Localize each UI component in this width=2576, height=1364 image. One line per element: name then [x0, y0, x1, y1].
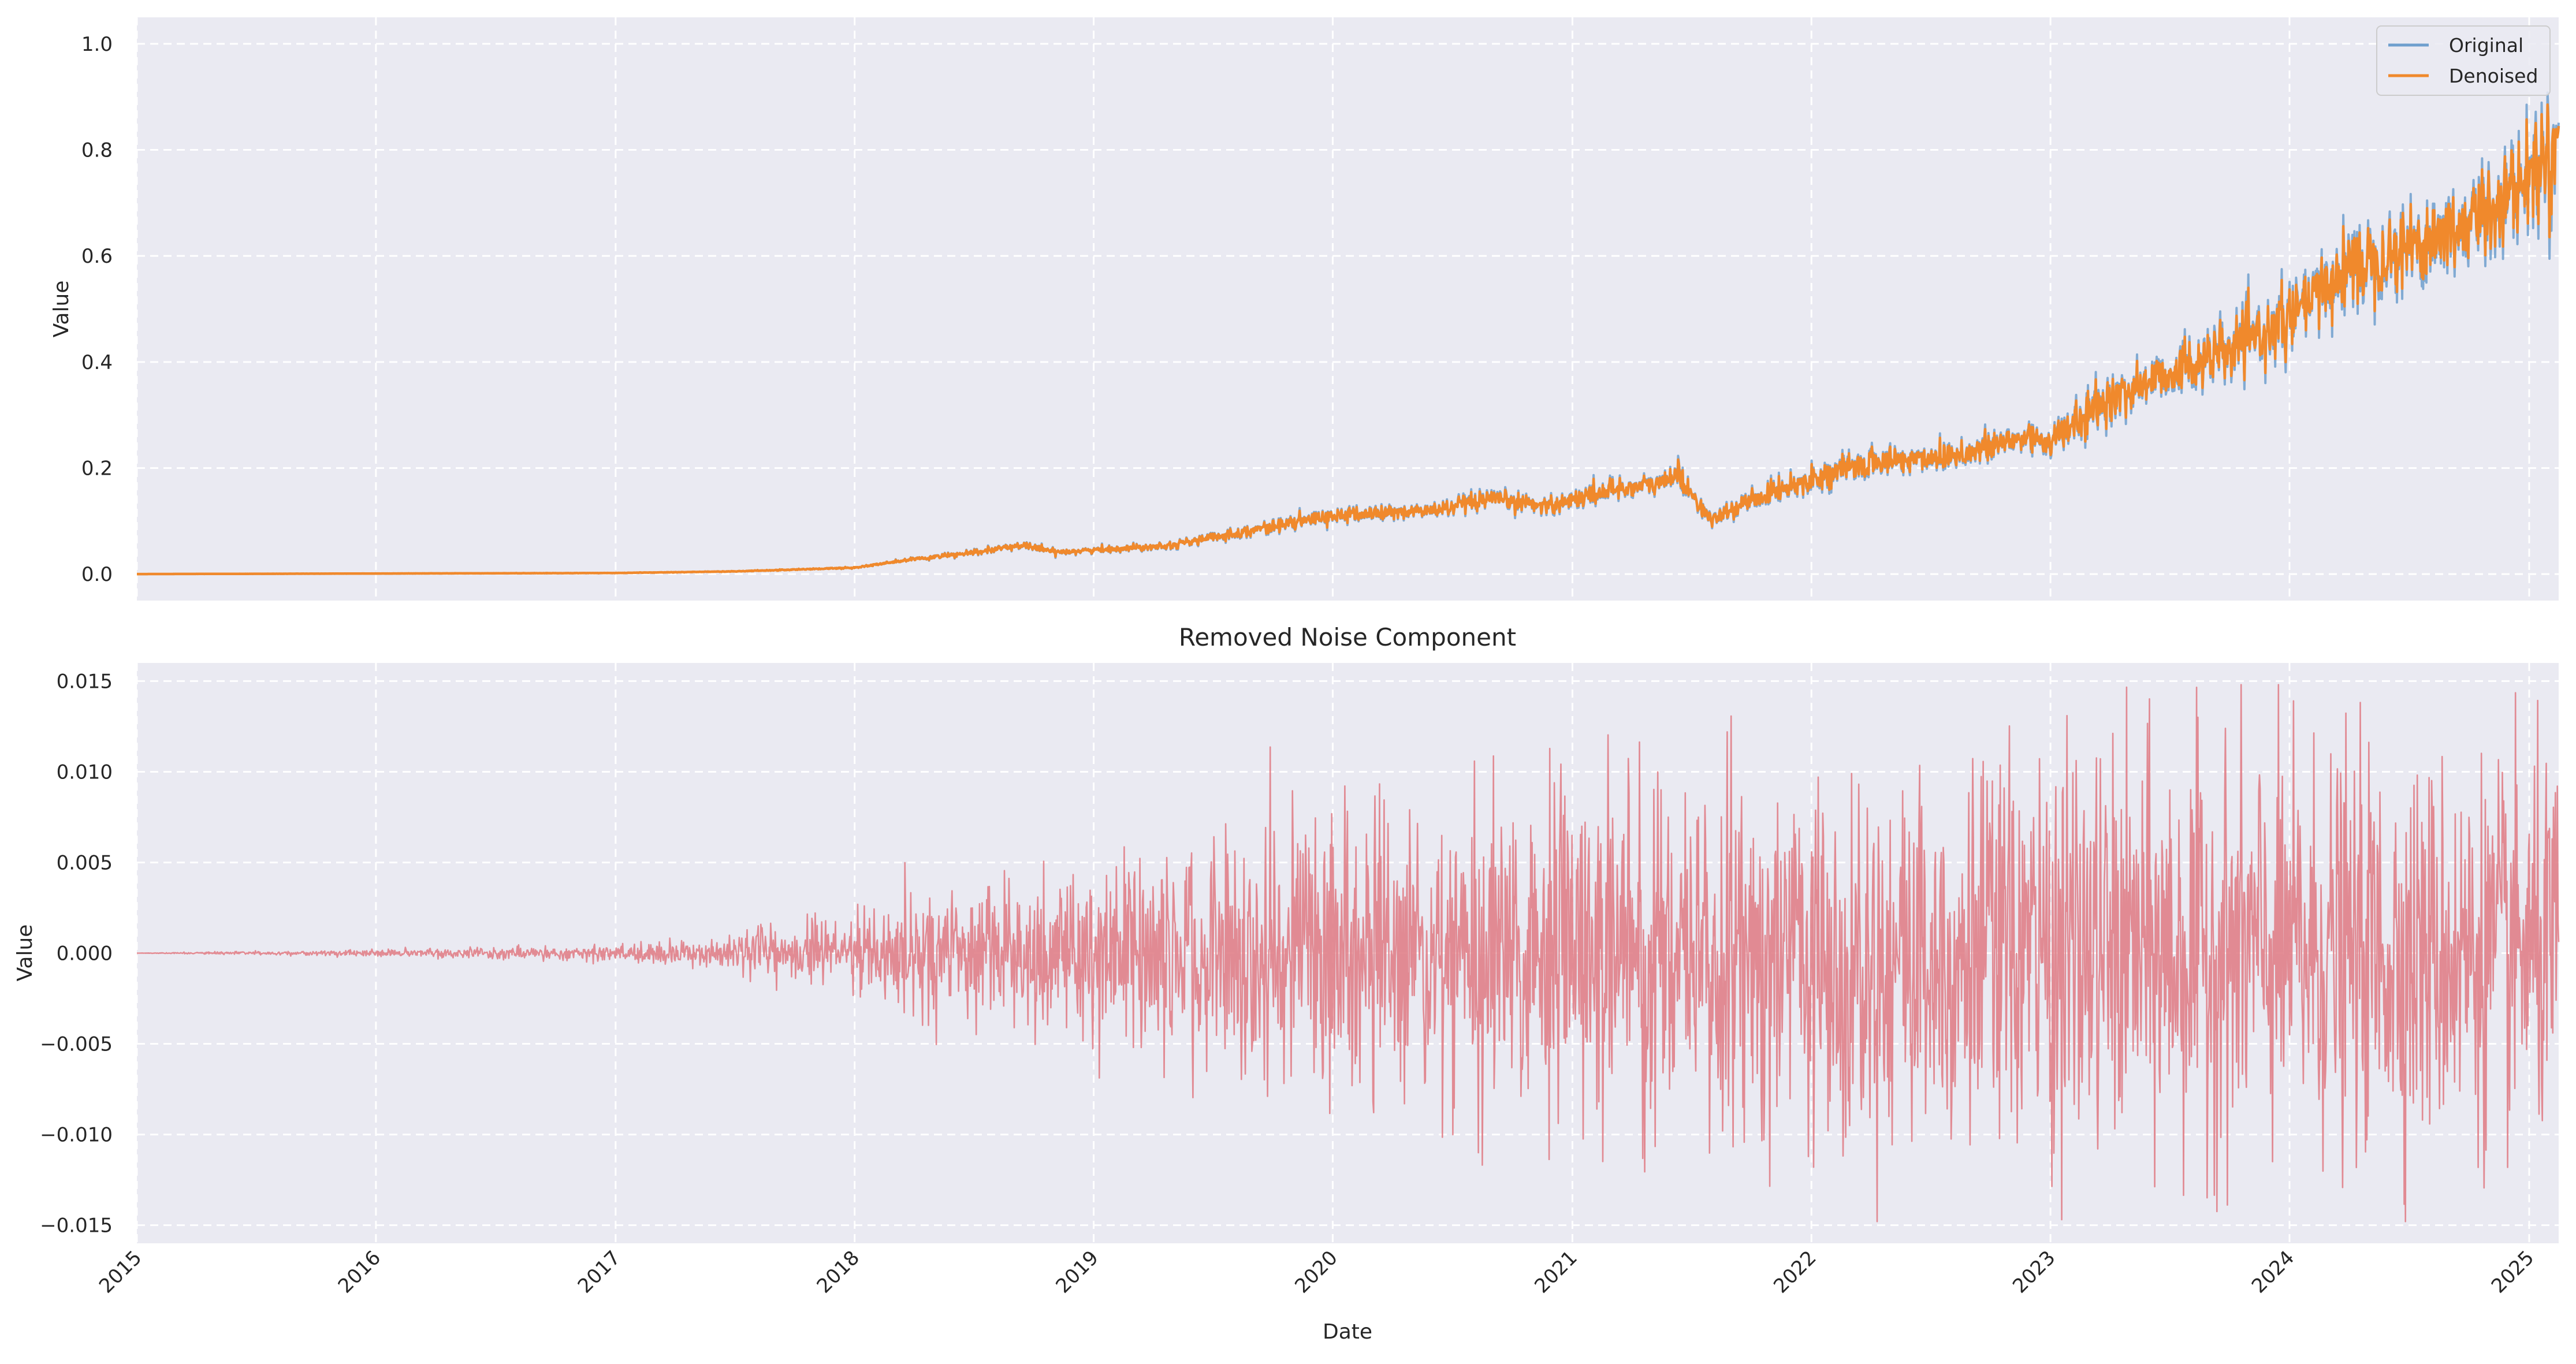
- bottom-y-tick-label: −0.015: [40, 1214, 113, 1238]
- legend-label-original: Original: [2449, 34, 2523, 57]
- bottom-y-axis-label: Value: [13, 925, 37, 982]
- top-y-tick-label: 0.4: [81, 351, 113, 374]
- bottom-y-tick-label: −0.010: [40, 1124, 113, 1147]
- bottom-y-tick-label: −0.005: [40, 1033, 113, 1056]
- x-tick-label-2017: 2017: [574, 1246, 625, 1298]
- legend-label-denoised: Denoised: [2449, 65, 2538, 87]
- bottom-y-tick-label: 0.005: [57, 851, 113, 874]
- x-tick-label-2018: 2018: [813, 1246, 864, 1298]
- legend: Original Denoised: [2376, 25, 2551, 96]
- bottom-y-ticks: −0.015 −0.010 −0.005 0.000 0.005 0.010 0.015: [40, 670, 113, 1237]
- x-tick-label-2016: 2016: [334, 1246, 385, 1298]
- top-plot-area: [137, 17, 2559, 601]
- top-series: [136, 91, 2560, 576]
- top-y-tick-label: 0.8: [81, 139, 113, 162]
- bottom-y-tick-label: 0.010: [57, 761, 113, 784]
- legend-box: [2376, 25, 2551, 96]
- top-grid: [136, 17, 2559, 601]
- bottom-panel: Removed Noise Component −0.015−0.010−0.0…: [13, 623, 2560, 1344]
- x-tick-label-2025: 2025: [2487, 1246, 2538, 1298]
- x-tick-label-2020: 2020: [1290, 1246, 1342, 1298]
- bottom-x-ticks: 2015 2016 2017 2018 2019 2020 2021 2022 2023 2024…: [95, 1246, 2538, 1298]
- bottom-y-tick-label: 0.015: [57, 670, 113, 693]
- bottom-series: [136, 684, 2560, 1223]
- x-tick-label-2024: 2024: [2247, 1246, 2299, 1298]
- top-y-tick-label: 1.0: [81, 33, 113, 56]
- top-y-ticks: 0.0 0.2 0.4 0.6 0.8 1.0: [81, 33, 113, 586]
- series-denoised-line: [136, 103, 2560, 576]
- series-noise-line: [136, 684, 2560, 1223]
- top-y-tick-label: 0.0: [81, 563, 113, 586]
- x-tick-label-2021: 2021: [1530, 1246, 1581, 1298]
- bottom-y-tick-label: 0.000: [57, 942, 113, 966]
- bottom-x-axis-label: Date: [1323, 1320, 1372, 1344]
- x-tick-label-2019: 2019: [1051, 1246, 1103, 1298]
- top-y-tick-label: 0.6: [81, 245, 113, 268]
- top-y-tick-label: 0.2: [81, 457, 113, 480]
- x-tick-label-2022: 2022: [1769, 1246, 1821, 1298]
- bottom-chart-title: Removed Noise Component: [1179, 623, 1516, 651]
- x-tick-label-2023: 2023: [2008, 1246, 2060, 1298]
- top-panel: 0.0 0.2 0.4 0.6 0.8 1.0 Value Original Denois…: [50, 17, 2560, 601]
- top-y-axis-label: Value: [50, 281, 73, 338]
- x-tick-label-2015: 2015: [95, 1246, 146, 1298]
